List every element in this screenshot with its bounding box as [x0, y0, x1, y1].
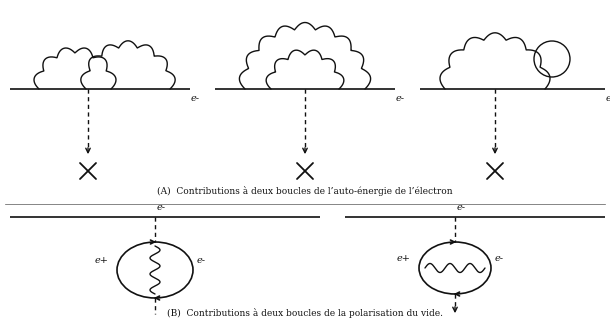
Text: e-: e-	[396, 94, 405, 103]
Text: e+: e+	[397, 254, 411, 263]
Text: e-: e-	[191, 94, 200, 103]
Text: (A)  Contributions à deux boucles de l’auto-énergie de l’électron: (A) Contributions à deux boucles de l’au…	[157, 186, 453, 196]
Text: (B)  Contributions à deux boucles de la polarisation du vide.: (B) Contributions à deux boucles de la p…	[167, 308, 443, 318]
Text: e-: e-	[457, 203, 466, 212]
Text: e-: e-	[197, 256, 206, 265]
Text: e-: e-	[495, 254, 504, 263]
Text: e-: e-	[606, 94, 610, 103]
Text: e-: e-	[157, 203, 166, 212]
Text: e+: e+	[95, 256, 109, 265]
